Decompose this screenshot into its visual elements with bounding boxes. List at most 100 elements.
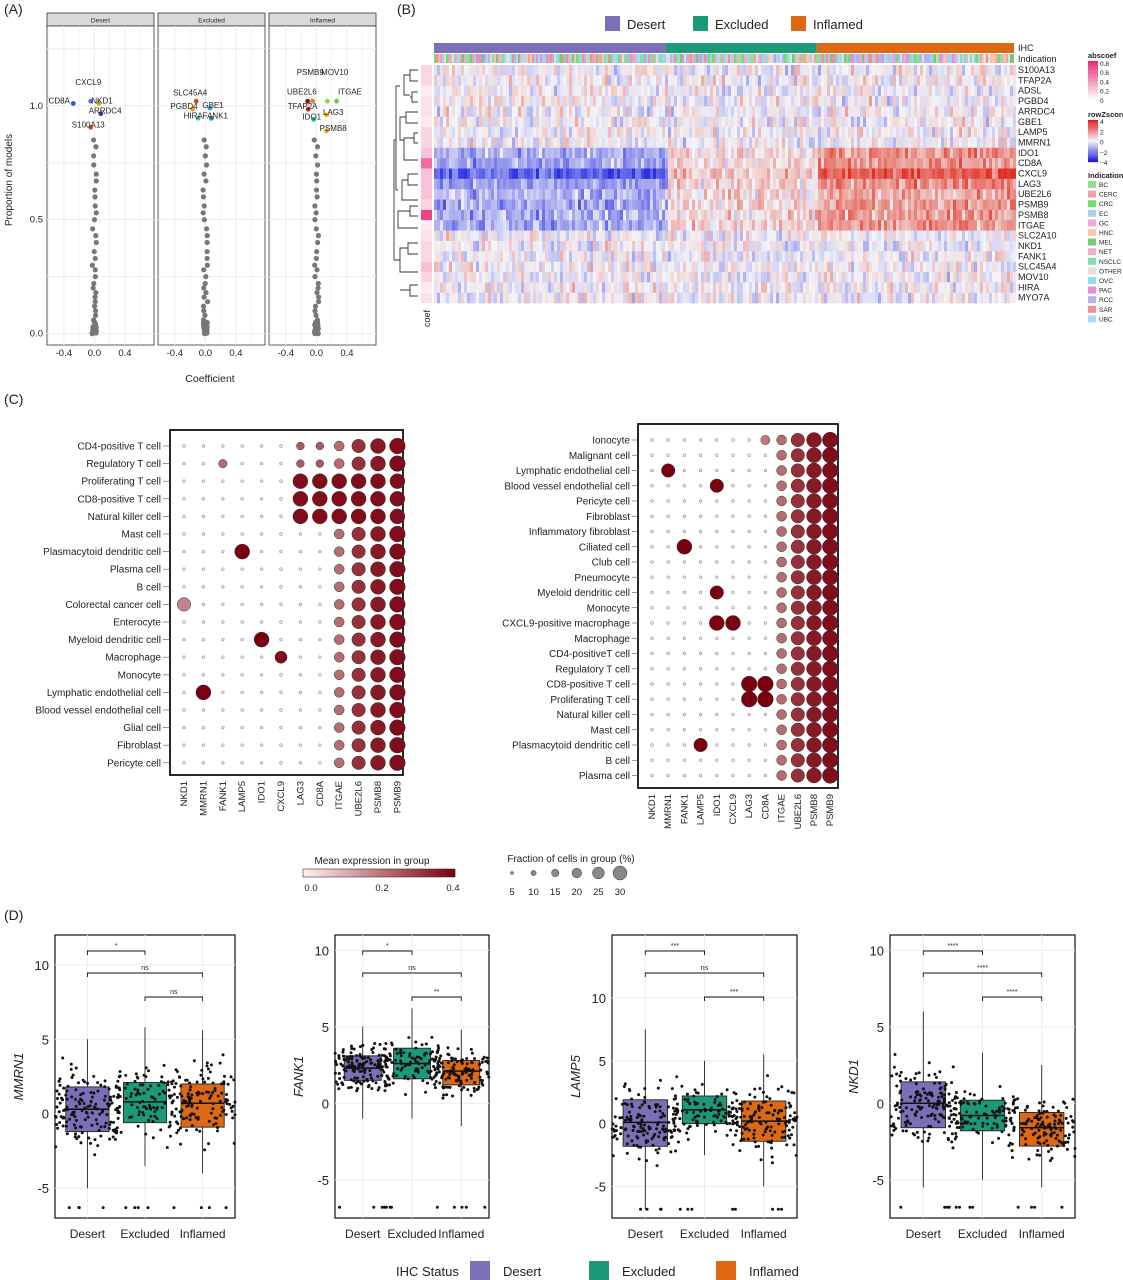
heatmap-cell bbox=[665, 96, 668, 107]
heatmap-cell bbox=[806, 65, 809, 76]
heatmap-cell bbox=[542, 75, 545, 86]
heatmap-cell bbox=[530, 96, 533, 107]
indication-cell bbox=[552, 54, 554, 63]
heatmap-cell bbox=[602, 230, 605, 242]
heatmap-cell bbox=[680, 85, 683, 97]
heatmap-cell bbox=[584, 178, 587, 190]
heatmap-cell bbox=[728, 127, 731, 138]
heatmap-cell bbox=[473, 240, 476, 252]
x-tick-label: 0.4 bbox=[118, 348, 131, 359]
heatmap-cell bbox=[545, 189, 548, 200]
heatmap-cell bbox=[893, 199, 896, 211]
heatmap-cell bbox=[578, 127, 581, 138]
heatmap-cell bbox=[803, 106, 806, 118]
heatmap-cell bbox=[842, 240, 845, 252]
heatmap-cell bbox=[545, 178, 548, 190]
heatmap-cell bbox=[752, 178, 755, 190]
heatmap-cell bbox=[755, 251, 758, 262]
heatmap-cell bbox=[443, 220, 446, 231]
indication-cell bbox=[880, 54, 882, 63]
heatmap-cell bbox=[1013, 220, 1016, 231]
heatmap-cell bbox=[461, 178, 464, 190]
heatmap-cell bbox=[629, 189, 632, 200]
heatmap-cell bbox=[893, 251, 896, 262]
heatmap-cell bbox=[503, 168, 506, 180]
heatmap-cell bbox=[707, 168, 710, 180]
heatmap-cell bbox=[689, 65, 692, 76]
heatmap-cell bbox=[740, 230, 743, 242]
heatmap-cell bbox=[797, 230, 800, 242]
heatmap-cell bbox=[629, 127, 632, 138]
heatmap-cell bbox=[890, 209, 893, 221]
heatmap-cell bbox=[674, 189, 677, 200]
heatmap-cell bbox=[566, 178, 569, 190]
heatmap-cell bbox=[644, 147, 647, 159]
heatmap-cell bbox=[743, 147, 746, 159]
heatmap-cell bbox=[500, 189, 503, 200]
heatmap-cell bbox=[851, 209, 854, 221]
heatmap-cell bbox=[971, 272, 974, 283]
heatmap-cell bbox=[977, 261, 980, 273]
heatmap-cell bbox=[923, 158, 926, 169]
heatmap-cell bbox=[539, 178, 542, 190]
heatmap-cell bbox=[773, 127, 776, 138]
indication-cell bbox=[756, 54, 758, 63]
heatmap-cell bbox=[617, 251, 620, 262]
heatmap-cell bbox=[953, 147, 956, 159]
heatmap-cell bbox=[1004, 116, 1007, 128]
heatmap-cell bbox=[629, 292, 632, 304]
heatmap-cell bbox=[845, 96, 848, 107]
heatmap-cell bbox=[437, 137, 440, 149]
heatmap-cell bbox=[638, 137, 641, 149]
indication-cell bbox=[824, 54, 826, 63]
indication-cell bbox=[862, 54, 864, 63]
heatmap-cell bbox=[476, 261, 479, 273]
heatmap-cell bbox=[959, 147, 962, 159]
heatmap-cell bbox=[947, 189, 950, 200]
heatmap-cell bbox=[779, 96, 782, 107]
heatmap-cell bbox=[605, 127, 608, 138]
heatmap-cell bbox=[857, 168, 860, 180]
heatmap-cell bbox=[557, 282, 560, 293]
heatmap-cell bbox=[800, 137, 803, 149]
heatmap-cell bbox=[827, 261, 830, 273]
heatmap-cell bbox=[947, 75, 950, 86]
heatmap-cell bbox=[788, 261, 791, 273]
heatmap-cell bbox=[836, 230, 839, 242]
heatmap-cell bbox=[740, 199, 743, 211]
heatmap-cell bbox=[446, 251, 449, 262]
heatmap-cell bbox=[542, 178, 545, 190]
heatmap-cell bbox=[782, 96, 785, 107]
heatmap-cell bbox=[941, 96, 944, 107]
heatmap-cell bbox=[854, 251, 857, 262]
heatmap-cell bbox=[851, 96, 854, 107]
heatmap-cell bbox=[809, 127, 812, 138]
heatmap-cell bbox=[635, 75, 638, 86]
heatmap-cell bbox=[848, 65, 851, 76]
heatmap-cell bbox=[542, 158, 545, 169]
heatmap-cell bbox=[932, 85, 935, 97]
heatmap-cell bbox=[959, 209, 962, 221]
heatmap-cell bbox=[881, 127, 884, 138]
heatmap-cell bbox=[476, 199, 479, 211]
heatmap-cell bbox=[758, 96, 761, 107]
heatmap-cell bbox=[662, 292, 665, 304]
heatmap-cell bbox=[851, 106, 854, 118]
heatmap-cell bbox=[809, 240, 812, 252]
heatmap-cell bbox=[848, 147, 851, 159]
heatmap-cell bbox=[449, 137, 452, 149]
heatmap-cell bbox=[896, 168, 899, 180]
heatmap-cell bbox=[602, 158, 605, 169]
heatmap-cell bbox=[476, 209, 479, 221]
heatmap-cell bbox=[551, 178, 554, 190]
indication-cell bbox=[548, 54, 550, 63]
heatmap-cell bbox=[1007, 106, 1010, 118]
heatmap-cell bbox=[440, 65, 443, 76]
heatmap-cell bbox=[500, 209, 503, 221]
heatmap-cell bbox=[440, 220, 443, 231]
heatmap-cell bbox=[587, 220, 590, 231]
heatmap-cell bbox=[749, 282, 752, 293]
heatmap-cell bbox=[788, 85, 791, 97]
heatmap-cell bbox=[929, 158, 932, 169]
heatmap-cell bbox=[515, 230, 518, 242]
